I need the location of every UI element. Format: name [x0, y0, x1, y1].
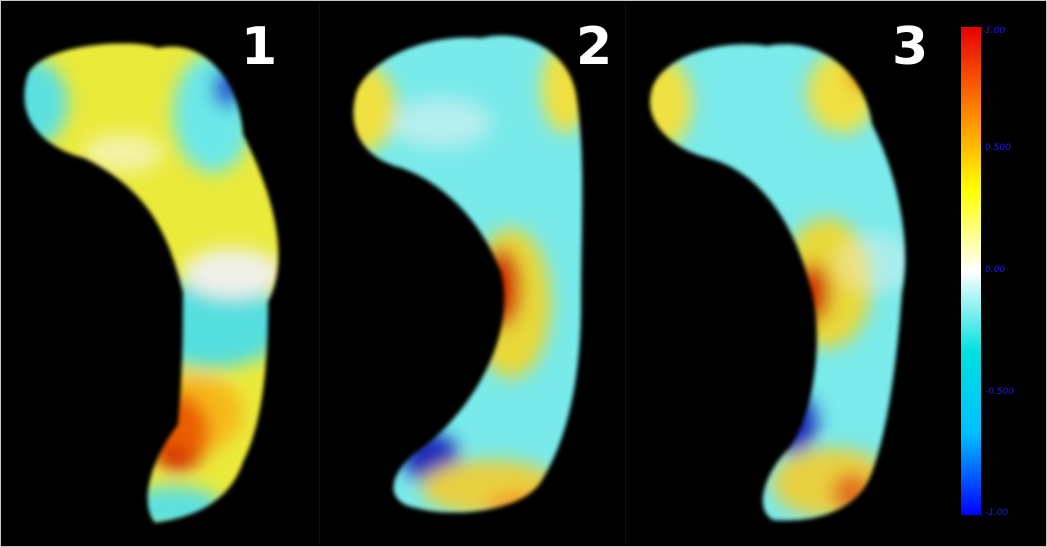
- hippocampus-surface-2: [343, 25, 593, 523]
- colorbar: [961, 27, 981, 515]
- colorbar-tick-zero: 0.00: [985, 265, 1006, 275]
- hippocampus-surface-1: [14, 33, 289, 534]
- panel-label-3: 3: [892, 17, 929, 77]
- panel-label-1: 1: [241, 17, 278, 77]
- colorbar-tick-max: 1.00: [985, 26, 1006, 36]
- colorbar-tick-half: 0.500: [985, 143, 1011, 153]
- panel-2: 2: [321, 3, 623, 544]
- divider: [625, 3, 626, 544]
- colorbar-tick-min: -1.00: [985, 508, 1009, 518]
- colorbar-tick-neg-half: -0.500: [985, 387, 1015, 397]
- panel-3: 3: [627, 3, 951, 544]
- hippocampus-surface-3: [640, 34, 916, 531]
- panel-label-2: 2: [576, 17, 613, 77]
- divider: [319, 3, 320, 544]
- panel-1: 1: [3, 3, 317, 544]
